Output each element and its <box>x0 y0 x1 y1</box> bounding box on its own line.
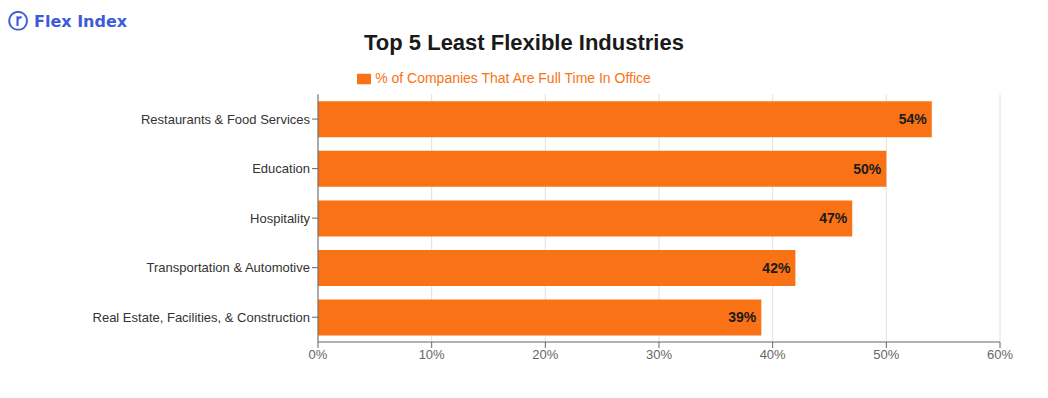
svg-text:50%: 50% <box>873 347 899 362</box>
html-text:Top 5 Least Flexible Industrie: Top 5 Least Flexible Industries <box>364 30 684 55</box>
svg-text:10%: 10% <box>419 347 445 362</box>
svg-text:60%: 60% <box>987 347 1013 362</box>
svg-text:0%: 0% <box>309 347 328 362</box>
svg-text:40%: 40% <box>760 347 786 362</box>
html-text:% of Companies That Are Full T: % of Companies That Are Full Time In Off… <box>375 70 651 86</box>
svg-text:42%: 42% <box>762 260 791 276</box>
svg-text:30%: 30% <box>646 347 672 362</box>
svg-text:Transportation & Automotive: Transportation & Automotive <box>146 260 310 275</box>
html-text:ⓡ Flex Index: ⓡ Flex Index <box>8 9 128 33</box>
svg-text:Hospitality: Hospitality <box>250 211 310 226</box>
svg-text:20%: 20% <box>532 347 558 362</box>
svg-text:54%: 54% <box>899 111 928 127</box>
svg-text:50%: 50% <box>853 161 882 177</box>
svg-text:Real Estate, Facilities, & Con: Real Estate, Facilities, & Construction <box>93 310 310 325</box>
svg-text:47%: 47% <box>819 210 848 226</box>
svg-text:Education: Education <box>252 161 310 176</box>
svg-text:39%: 39% <box>728 309 757 325</box>
svg-text:Restaurants & Food Services: Restaurants & Food Services <box>141 112 311 127</box>
